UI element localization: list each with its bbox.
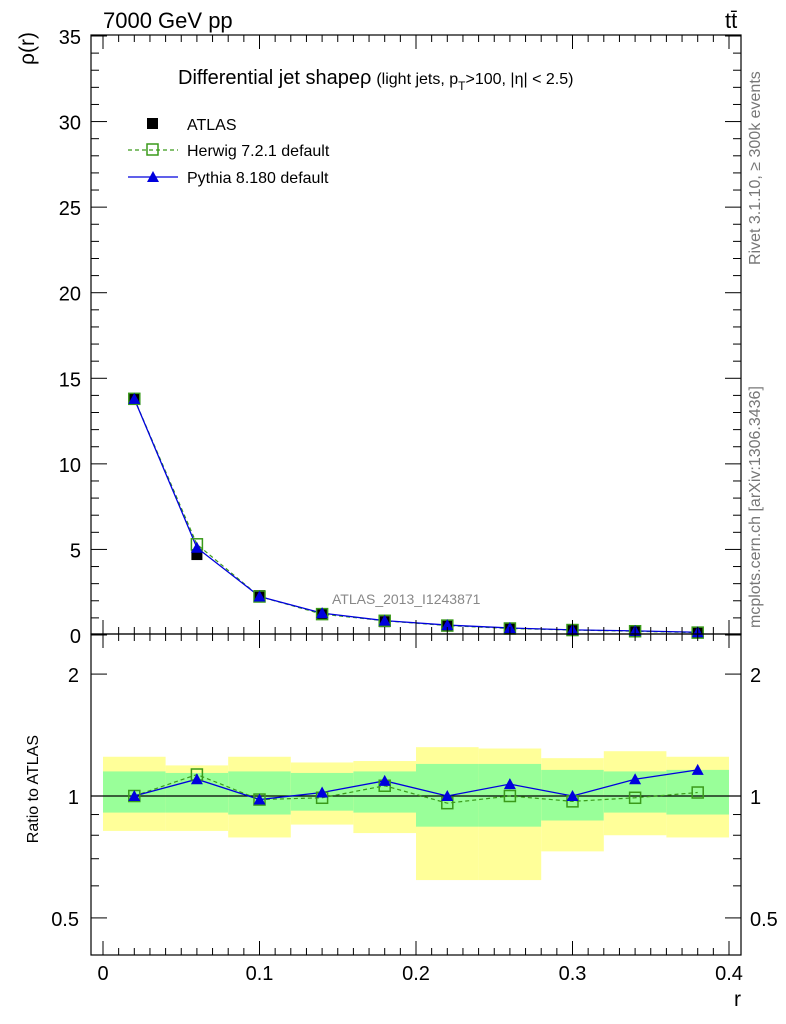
chart-title-sub-T: T: [458, 79, 466, 93]
ratio-y-tick-label: 2: [68, 665, 79, 687]
pythia-ratio-point: [503, 778, 516, 790]
chart-title-main: Differential jet shapeρ: [178, 67, 371, 89]
band-green-bin: [666, 769, 729, 815]
pythia-point: [316, 607, 329, 619]
pythia-ratio-point: [378, 774, 391, 786]
main-y-tick-label: 15: [59, 369, 81, 391]
ratio-y-tick-label-right: 1: [750, 787, 761, 809]
main-y-tick-label: 20: [59, 284, 81, 306]
x-tick-label: 0.3: [559, 963, 587, 985]
x-tick-label: 0.1: [246, 963, 274, 985]
chart-title-sub-rest: >100, |η| < 2.5): [466, 71, 574, 88]
legend-pythia-label: Pythia 8.180 default: [187, 170, 329, 187]
ratio-bands: [103, 747, 729, 881]
x-axis-title: r: [734, 988, 741, 1011]
main-y-tick-label: 25: [59, 198, 81, 220]
pythia-ratio-point: [190, 773, 203, 785]
pythia-point: [128, 392, 141, 404]
process-label: tt̄: [725, 8, 737, 33]
pythia-ratio-line: [134, 769, 698, 801]
pythia-point: [441, 619, 454, 631]
main-y-tick-label: 5: [70, 540, 81, 562]
pythia-ratio-point: [629, 773, 642, 785]
pythia-ratio-point: [566, 790, 579, 801]
pythia-point: [190, 541, 203, 553]
legend-pythia-marker: [147, 171, 159, 182]
main-y-tick-label: 10: [59, 455, 81, 477]
chart-title: Differential jet shapeρ (light jets, pT>1…: [178, 67, 573, 93]
axes: 0 0.1 0.2 0.3 0.4 0 5 10 15 20 25 30 35 0.5 0.5 1 1 2 2: [51, 27, 778, 985]
chart-title-sub: (light jets, p: [376, 71, 458, 88]
ratio-y-tick-label: 1: [68, 787, 79, 809]
pythia-point: [378, 614, 391, 626]
pythia-ratio-point: [253, 793, 266, 805]
x-tick-label: 0: [97, 963, 108, 985]
main-y-tick-label: 35: [59, 27, 81, 49]
legend-herwig-label: Herwig 7.2.1 default: [187, 143, 330, 160]
atlas-point: [191, 549, 203, 561]
pythia-ratio-point: [316, 786, 329, 798]
source-label: mcplots.cern.ch [arXiv:1306.3436]: [747, 386, 764, 628]
energy-label: 7000 GeV pp: [103, 8, 233, 33]
main-y-tick-label: 30: [59, 113, 81, 135]
ratio-y-tick-label-right: 0.5: [750, 909, 778, 931]
main-y-tick-label: 0: [70, 626, 81, 648]
ratio-series: [128, 763, 704, 810]
rivet-label: Rivet 3.1.10, ≥ 300k events: [747, 71, 764, 265]
x-tick-label: 0.2: [402, 963, 430, 985]
x-tick-label: 0.4: [715, 963, 743, 985]
legend-herwig-marker: [146, 143, 159, 156]
herwig-ratio-line: [134, 773, 698, 804]
ratio-y-axis-title: Ratio to ATLAS: [25, 735, 42, 843]
pythia-ratio-point: [441, 790, 454, 801]
ratio-y-tick-label-right: 2: [750, 665, 761, 687]
pythia-ratio-point: [691, 763, 704, 775]
herwig-ratio-point: [503, 789, 517, 803]
analysis-label: ATLAS_2013_I1243871: [332, 591, 481, 607]
band-green-bin: [478, 763, 542, 827]
legend: ATLAS Herwig 7.2.1 default Pythia 8.180 …: [128, 117, 330, 187]
pythia-ratio-point: [128, 790, 141, 801]
legend-atlas-marker: [147, 118, 158, 129]
main-y-axis-title: ρ(r): [16, 32, 39, 65]
ratio-y-tick-label: 0.5: [51, 909, 79, 931]
legend-atlas-label: ATLAS: [187, 117, 237, 134]
pythia-point: [253, 590, 266, 602]
herwig-ratio-point: [628, 791, 642, 805]
herwig-ratio-point: [691, 786, 704, 799]
